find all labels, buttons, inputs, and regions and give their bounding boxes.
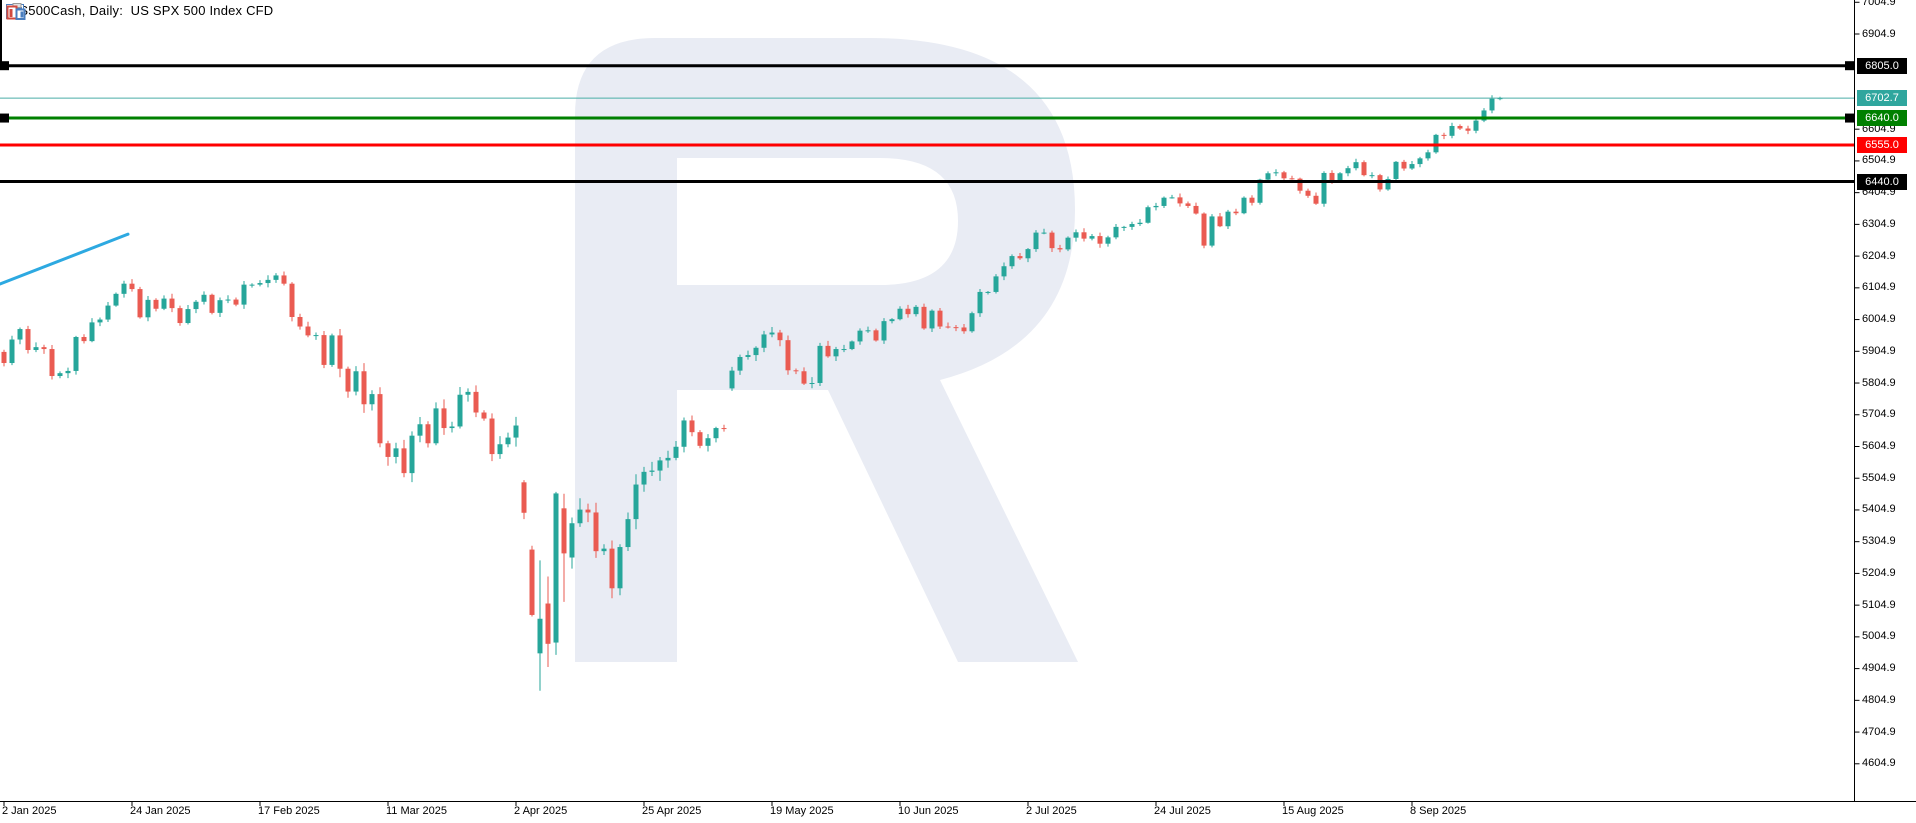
- price-tick-label: 5704.9: [1862, 408, 1896, 421]
- line-handle[interactable]: [1845, 61, 1854, 71]
- date-label: 8 Sep 2025: [1410, 805, 1467, 817]
- price-tick-label: 4704.9: [1862, 725, 1896, 738]
- line-handle[interactable]: [0, 61, 9, 71]
- price-tick-label: 5504.9: [1862, 471, 1896, 484]
- date-label: 11 Mar 2025: [386, 805, 447, 817]
- price-tick-label: 6204.9: [1862, 249, 1896, 262]
- price-tick-label: 5604.9: [1862, 439, 1896, 452]
- price-tick-label: 5304.9: [1862, 535, 1896, 548]
- chart-title: .US500Cash, Daily: US SPX 500 Index CFD: [6, 3, 274, 18]
- date-label: 2 Jul 2025: [1026, 805, 1077, 817]
- axis-borders: [0, 0, 1916, 806]
- horizontal-levels: [0, 61, 1855, 184]
- date-label: 2 Jan 2025: [2, 805, 57, 817]
- price-tick-label: 5804.9: [1862, 376, 1896, 389]
- line-handle[interactable]: [0, 113, 9, 123]
- date-label: 10 Jun 2025: [898, 805, 959, 817]
- price-badge-6805.0: 6805.0: [1857, 57, 1907, 74]
- price-badge-6702.7: 6702.7: [1857, 90, 1907, 107]
- trendline-group: [0, 232, 130, 286]
- trendline[interactable]: [0, 232, 130, 286]
- date-label: 2 Apr 2025: [514, 805, 568, 817]
- time-axis[interactable]: 2 Jan 2025 24 Jan 2025 17 Feb 2025 11 Mar 2…: [0, 801, 1916, 823]
- price-tick-label: 4904.9: [1862, 662, 1896, 675]
- price-tick-label: 6104.9: [1862, 281, 1896, 294]
- price-tick-label: 6004.9: [1862, 313, 1896, 326]
- price-tick-label: 5404.9: [1862, 503, 1896, 516]
- date-label: 15 Aug 2025: [1282, 805, 1344, 817]
- price-tick-label: 6304.9: [1862, 217, 1896, 230]
- price-badge-6555.0: 6555.0: [1857, 137, 1907, 154]
- price-badge-6440.0: 6440.0: [1857, 173, 1907, 190]
- price-tick-label: 6504.9: [1862, 154, 1896, 167]
- price-tick-label: 4804.9: [1862, 693, 1896, 706]
- price-tick-label: 7004.9: [1862, 0, 1896, 8]
- date-label: 24 Jan 2025: [130, 805, 191, 817]
- candlesticks: [1, 95, 1503, 691]
- line-handle[interactable]: [1845, 113, 1854, 123]
- date-label: 17 Feb 2025: [258, 805, 320, 817]
- price-tick-label: 5004.9: [1862, 630, 1896, 643]
- price-tick-label: 4604.9: [1862, 757, 1896, 770]
- price-tick-label: 5104.9: [1862, 598, 1896, 611]
- date-label: 24 Jul 2025: [1154, 805, 1211, 817]
- price-badge-6640.0: 6640.0: [1857, 110, 1907, 127]
- date-label: 25 Apr 2025: [642, 805, 702, 817]
- price-tick-label: 5204.9: [1862, 566, 1896, 579]
- date-label: 19 May 2025: [770, 805, 834, 817]
- price-tick-label: 5904.9: [1862, 344, 1896, 357]
- price-tick-label: 6904.9: [1862, 27, 1896, 40]
- chart-header: .US500Cash, Daily: US SPX 500 Index CFD: [6, 3, 274, 20]
- price-axis[interactable]: 7004.9 6904.9 6604.9 6504.9 6404.9 6304.9 6204…: [1855, 0, 1916, 801]
- chart-windows-icon[interactable]: [6, 3, 26, 20]
